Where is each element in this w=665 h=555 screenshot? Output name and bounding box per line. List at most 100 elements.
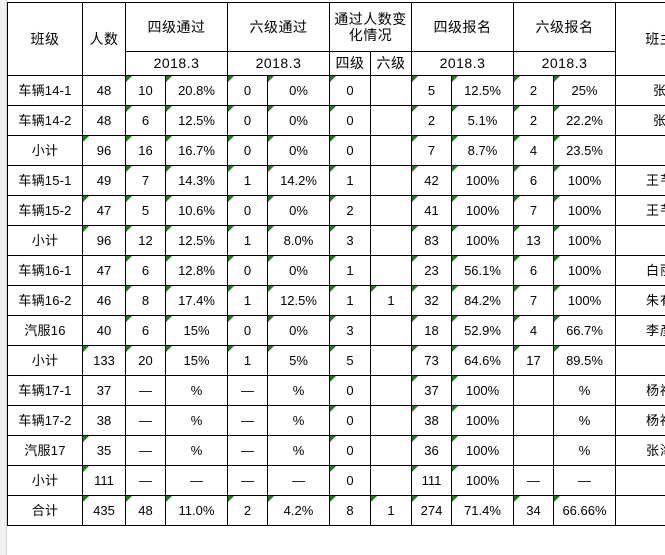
cell-cet4-pass-rate[interactable]: 16.7% <box>165 135 228 166</box>
cell-cet6-reg-count[interactable]: 2 <box>513 75 554 106</box>
cell-teacher[interactable]: 张海鹏 <box>615 435 665 466</box>
cell-change-cet6[interactable] <box>370 165 412 196</box>
cell-class[interactable]: 小计 <box>7 345 83 376</box>
cell-cet4-pass-count[interactable]: 48 <box>125 495 166 526</box>
cell-cet4-reg-rate[interactable]: 84.2% <box>451 285 514 316</box>
cell-change-cet6[interactable] <box>370 465 412 496</box>
cell-cet4-reg-rate[interactable]: 100% <box>451 435 514 466</box>
cell-cet4-pass-count[interactable]: 6 <box>125 315 166 346</box>
cell-cet4-reg-count[interactable]: 18 <box>411 315 452 346</box>
cell-class[interactable]: 汽服16 <box>7 315 83 346</box>
cell-cet6-reg-count[interactable]: 7 <box>513 285 554 316</box>
cell-change-cet4[interactable]: 0 <box>329 465 371 496</box>
cell-cet6-pass-count[interactable]: — <box>227 375 268 406</box>
cell-student-count[interactable]: 133 <box>82 345 126 376</box>
cell-cet4-reg-rate[interactable]: 12.5% <box>451 75 514 106</box>
cell-cet6-reg-count[interactable]: — <box>513 465 554 496</box>
cell-cet4-reg-rate[interactable]: 71.4% <box>451 495 514 526</box>
cell-cet4-reg-rate[interactable]: 100% <box>451 165 514 196</box>
cell-student-count[interactable]: 47 <box>82 195 126 226</box>
cell-cet6-reg-rate[interactable]: % <box>553 405 616 436</box>
cell-cet4-pass-rate[interactable]: 10.6% <box>165 195 228 226</box>
cell-class[interactable]: 小计 <box>7 225 83 256</box>
cell-change-cet6[interactable]: 1 <box>370 285 412 316</box>
cell-change-cet4[interactable]: 1 <box>329 285 371 316</box>
cell-cet4-pass-count[interactable]: 10 <box>125 75 166 106</box>
cell-class[interactable]: 车辆15-2 <box>7 195 83 226</box>
cell-teacher[interactable]: 张瑶 <box>615 75 665 106</box>
cell-cet4-pass-count[interactable]: — <box>125 405 166 436</box>
cell-cet6-reg-rate[interactable]: 100% <box>553 165 616 196</box>
sub-header-cet4-reg-date[interactable]: 2018.3 <box>411 50 514 77</box>
cell-cet4-pass-rate[interactable]: % <box>165 375 228 406</box>
col-header-cet4-registration[interactable]: 四级报名 <box>411 2 514 52</box>
cell-student-count[interactable]: 38 <box>82 405 126 436</box>
cell-cet6-reg-rate[interactable]: — <box>553 465 616 496</box>
cell-cet4-pass-count[interactable]: 20 <box>125 345 166 376</box>
cell-cet4-pass-count[interactable]: 16 <box>125 135 166 166</box>
cell-cet4-pass-rate[interactable]: 15% <box>165 345 228 376</box>
cell-class[interactable]: 车辆15-1 <box>7 165 83 196</box>
cell-cet4-reg-count[interactable]: 38 <box>411 405 452 436</box>
cell-cet4-pass-rate[interactable]: 12.5% <box>165 105 228 136</box>
cell-change-cet4[interactable]: 5 <box>329 345 371 376</box>
cell-teacher[interactable]: 张瑶 <box>615 105 665 136</box>
cell-cet6-reg-rate[interactable]: 66.66% <box>553 495 616 526</box>
cell-change-cet4[interactable]: 8 <box>329 495 371 526</box>
cell-cet6-pass-count[interactable]: 0 <box>227 315 268 346</box>
cell-cet6-pass-count[interactable]: — <box>227 465 268 496</box>
cell-change-cet6[interactable] <box>370 315 412 346</box>
cell-class[interactable]: 车辆14-1 <box>7 75 83 106</box>
cell-change-cet4[interactable]: 0 <box>329 135 371 166</box>
cell-change-cet6[interactable] <box>370 195 412 226</box>
cell-change-cet6[interactable] <box>370 405 412 436</box>
cell-cet4-pass-rate[interactable]: % <box>165 435 228 466</box>
col-header-cet6-pass[interactable]: 六级通过 <box>227 2 330 52</box>
cell-cet4-reg-count[interactable]: 37 <box>411 375 452 406</box>
cell-change-cet4[interactable]: 1 <box>329 165 371 196</box>
cell-cet6-reg-count[interactable]: 7 <box>513 195 554 226</box>
cell-student-count[interactable]: 46 <box>82 285 126 316</box>
cell-cet4-pass-rate[interactable]: 20.8% <box>165 75 228 106</box>
cell-teacher[interactable] <box>615 345 665 376</box>
cell-cet4-pass-count[interactable]: 5 <box>125 195 166 226</box>
cell-cet6-pass-count[interactable]: — <box>227 435 268 466</box>
cell-cet4-pass-rate[interactable]: % <box>165 405 228 436</box>
cell-cet6-reg-count[interactable]: 4 <box>513 135 554 166</box>
cell-teacher[interactable]: 杨福生 <box>615 375 665 406</box>
cell-cet6-reg-count[interactable] <box>513 375 554 406</box>
col-header-class[interactable]: 班级 <box>7 2 83 76</box>
cell-cet4-reg-count[interactable]: 42 <box>411 165 452 196</box>
cell-change-cet4[interactable]: 0 <box>329 405 371 436</box>
cell-cet4-pass-rate[interactable]: — <box>165 465 228 496</box>
cell-cet4-reg-rate[interactable]: 8.7% <box>451 135 514 166</box>
col-header-change[interactable]: 通过人数变化情况 <box>329 2 412 52</box>
cell-cet4-reg-count[interactable]: 7 <box>411 135 452 166</box>
cell-cet6-reg-rate[interactable]: 100% <box>553 255 616 286</box>
cell-cet4-pass-count[interactable]: — <box>125 375 166 406</box>
cell-cet6-reg-rate[interactable]: 100% <box>553 285 616 316</box>
cell-cet6-reg-count[interactable]: 17 <box>513 345 554 376</box>
cell-teacher[interactable]: 王芊霖 <box>615 165 665 196</box>
cell-teacher[interactable]: 杨福生 <box>615 405 665 436</box>
cell-cet4-pass-count[interactable]: 12 <box>125 225 166 256</box>
cell-cet6-pass-rate[interactable]: 4.2% <box>267 495 330 526</box>
cell-class[interactable]: 车辆16-1 <box>7 255 83 286</box>
cell-cet6-pass-count[interactable]: 1 <box>227 165 268 196</box>
cell-change-cet4[interactable]: 0 <box>329 375 371 406</box>
cell-cet4-reg-count[interactable]: 2 <box>411 105 452 136</box>
cell-cet4-pass-rate[interactable]: 12.5% <box>165 225 228 256</box>
cell-change-cet4[interactable]: 0 <box>329 435 371 466</box>
cell-cet4-reg-count[interactable]: 32 <box>411 285 452 316</box>
cell-cet4-reg-count[interactable]: 41 <box>411 195 452 226</box>
cell-teacher[interactable] <box>615 465 665 496</box>
cell-cet6-reg-count[interactable]: 4 <box>513 315 554 346</box>
cell-teacher[interactable] <box>615 495 665 526</box>
cell-cet6-reg-count[interactable] <box>513 405 554 436</box>
cell-student-count[interactable]: 35 <box>82 435 126 466</box>
cell-teacher[interactable] <box>615 225 665 256</box>
cell-cet6-pass-rate[interactable]: 5% <box>267 345 330 376</box>
cell-cet6-reg-count[interactable]: 2 <box>513 105 554 136</box>
cell-cet4-reg-rate[interactable]: 100% <box>451 405 514 436</box>
cell-cet6-pass-count[interactable]: 1 <box>227 345 268 376</box>
